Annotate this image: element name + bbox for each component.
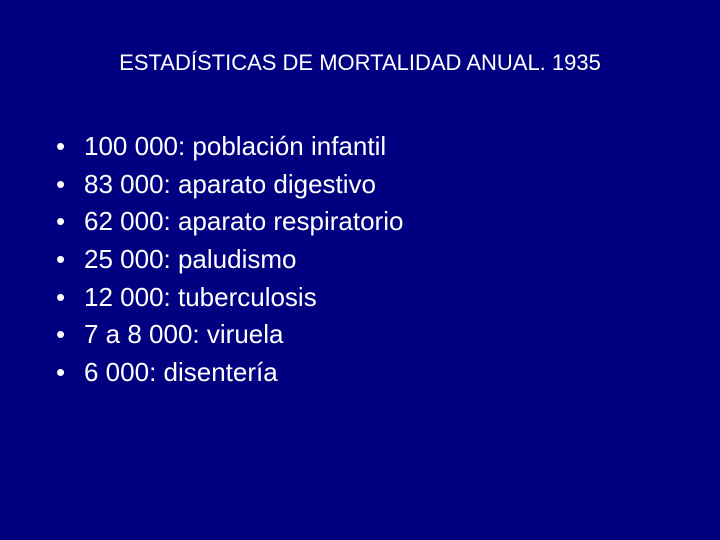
bullet-icon: •	[50, 166, 84, 204]
bullet-icon: •	[50, 316, 84, 354]
bullet-text: 83 000: aparato digestivo	[84, 166, 680, 204]
bullet-icon: •	[50, 128, 84, 166]
slide-title: ESTADÍSTICAS DE MORTALIDAD ANUAL. 1935	[70, 50, 650, 76]
bullet-icon: •	[50, 279, 84, 317]
bullet-text: 7 a 8 000: viruela	[84, 316, 680, 354]
bullet-icon: •	[50, 203, 84, 241]
bullet-icon: •	[50, 354, 84, 392]
bullet-text: 12 000: tuberculosis	[84, 279, 680, 317]
list-item: • 12 000: tuberculosis	[50, 279, 680, 317]
bullet-text: 100 000: población infantil	[84, 128, 680, 166]
list-item: • 6 000: disentería	[50, 354, 680, 392]
list-item: • 62 000: aparato respiratorio	[50, 203, 680, 241]
list-item: • 7 a 8 000: viruela	[50, 316, 680, 354]
list-item: • 100 000: población infantil	[50, 128, 680, 166]
bullet-icon: •	[50, 241, 84, 279]
list-item: • 83 000: aparato digestivo	[50, 166, 680, 204]
slide: ESTADÍSTICAS DE MORTALIDAD ANUAL. 1935 •…	[0, 0, 720, 540]
list-item: • 25 000: paludismo	[50, 241, 680, 279]
bullet-list: • 100 000: población infantil • 83 000: …	[40, 128, 680, 392]
bullet-text: 25 000: paludismo	[84, 241, 680, 279]
bullet-text: 6 000: disentería	[84, 354, 680, 392]
bullet-text: 62 000: aparato respiratorio	[84, 203, 680, 241]
